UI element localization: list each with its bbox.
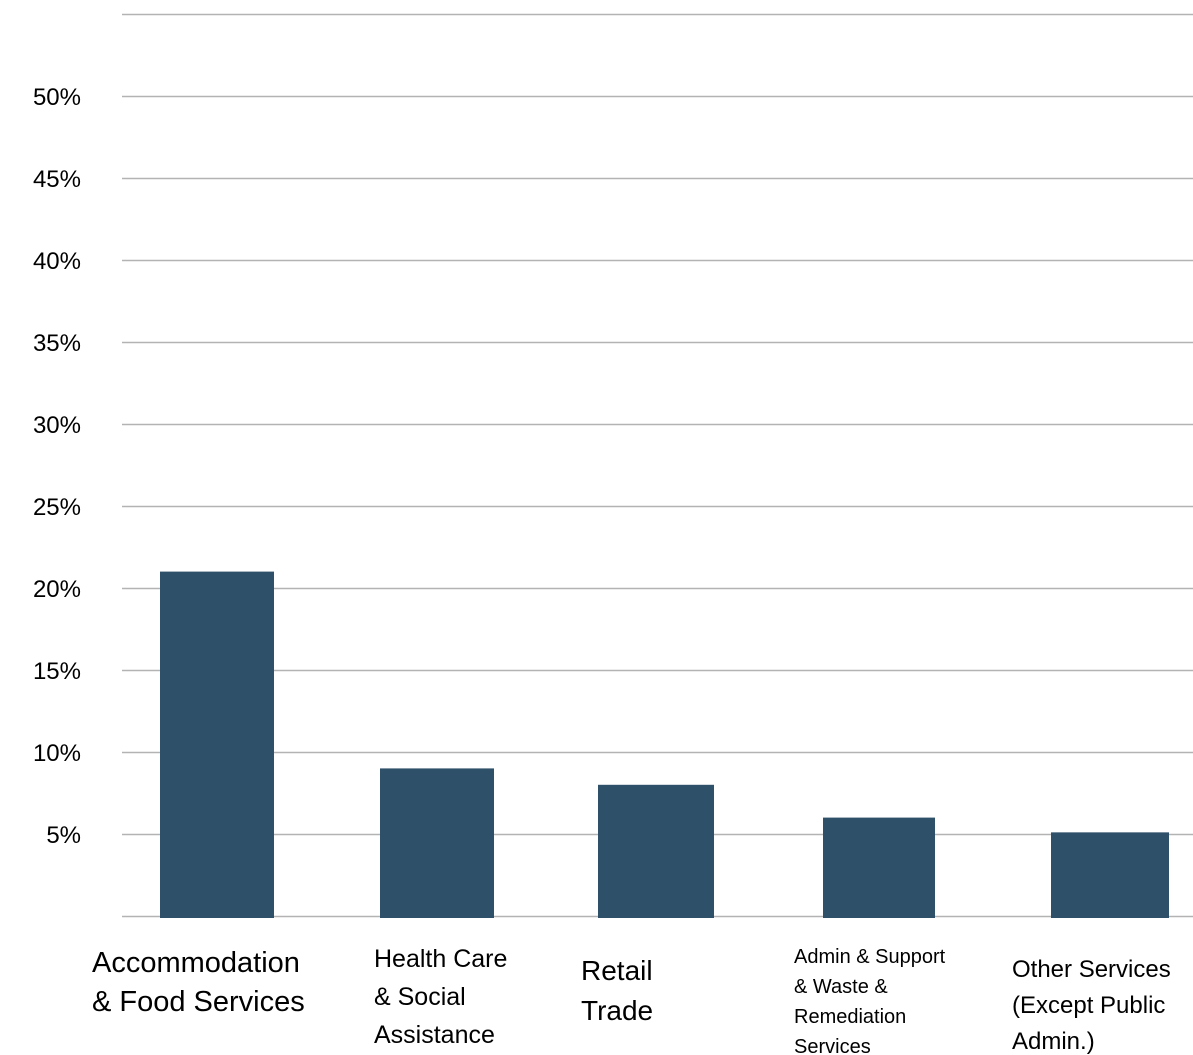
x-category-label: Accommodation & Food Services bbox=[92, 947, 305, 1018]
x-category-label-line: Other Services bbox=[1012, 956, 1171, 983]
y-tick-label: 45% bbox=[33, 166, 81, 193]
y-tick-label: 5% bbox=[46, 822, 81, 849]
x-category-label-line: Remediation bbox=[794, 1006, 906, 1028]
y-axis-tick-labels: 5% 10% 15% 20% 25% 30% 35% 40% 45% 50% bbox=[33, 84, 81, 849]
x-category-label-line: Retail bbox=[581, 955, 653, 986]
x-category-label-line: Admin & Support bbox=[794, 946, 946, 968]
x-category-label-line: Accommodation bbox=[92, 947, 300, 979]
x-category-label-line: Assistance bbox=[374, 1021, 495, 1049]
bar bbox=[598, 784, 714, 918]
x-category-label: Other Services (Except Public Admin.) bbox=[1012, 956, 1171, 1055]
x-category-label-line: & Food Services bbox=[92, 986, 305, 1018]
x-category-label: Admin & Support & Waste & Remediation Servi… bbox=[794, 946, 946, 1055]
y-tick-label: 15% bbox=[33, 658, 81, 685]
x-category-label-line: Health Care bbox=[374, 945, 507, 973]
y-tick-label: 40% bbox=[33, 248, 81, 275]
x-category-label: Retail Trade bbox=[581, 955, 653, 1026]
y-tick-label: 10% bbox=[33, 740, 81, 767]
y-tick-label: 30% bbox=[33, 412, 81, 439]
y-tick-label: 25% bbox=[33, 494, 81, 521]
x-category-label-line: Services bbox=[794, 1036, 871, 1055]
bar bbox=[160, 571, 274, 918]
x-category-label-line: Admin.) bbox=[1012, 1028, 1095, 1055]
bars bbox=[160, 571, 1169, 918]
gridlines bbox=[122, 13, 1193, 918]
bar bbox=[823, 817, 935, 918]
x-axis-category-labels: Accommodation & Food Services Health Care &… bbox=[92, 945, 1171, 1055]
x-category-label: Health Care & Social Assistance bbox=[374, 945, 507, 1049]
x-category-label-line: & Social bbox=[374, 983, 466, 1011]
y-tick-label: 50% bbox=[33, 84, 81, 111]
bar bbox=[1051, 832, 1169, 918]
bar bbox=[380, 768, 494, 918]
x-category-label-line: (Except Public bbox=[1012, 992, 1165, 1019]
x-category-label-line: & Waste & bbox=[794, 976, 888, 998]
x-category-label-line: Trade bbox=[581, 995, 653, 1026]
y-tick-label: 20% bbox=[33, 576, 81, 603]
y-tick-label: 35% bbox=[33, 330, 81, 357]
